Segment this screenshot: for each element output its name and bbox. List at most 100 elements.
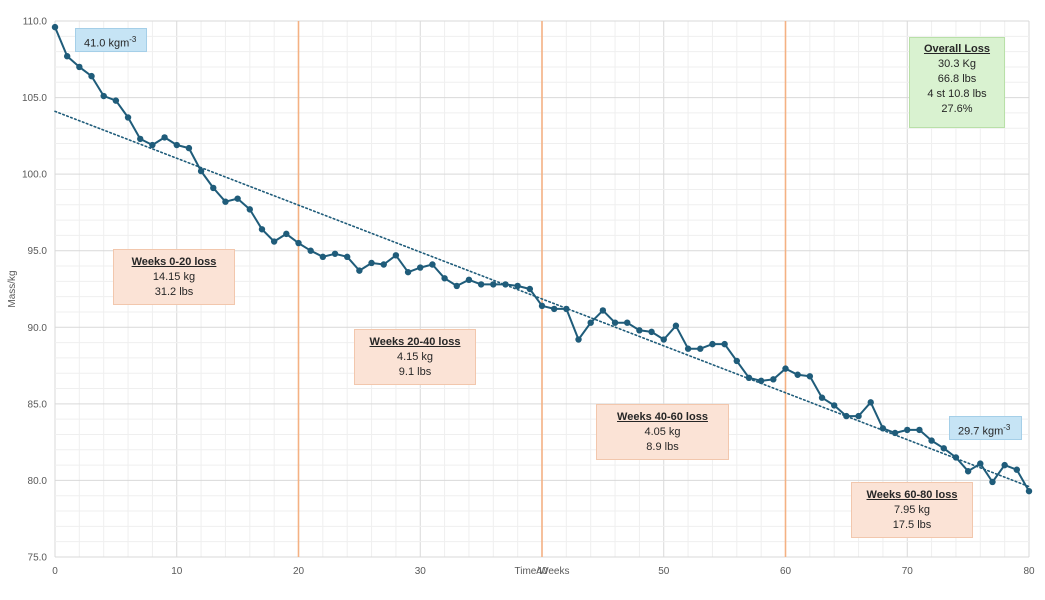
data-point bbox=[928, 437, 935, 444]
data-point bbox=[234, 195, 241, 202]
bmi-start-badge: 41.0 kgm-3 bbox=[75, 28, 147, 52]
weeks-0-20-box: Weeks 0-20 loss 14.15 kg 31.2 lbs bbox=[113, 249, 235, 305]
y-tick-label: 95.0 bbox=[28, 246, 48, 257]
data-point bbox=[51, 23, 59, 31]
data-point bbox=[587, 319, 594, 326]
weeks-20-40-kg: 4.15 kg bbox=[396, 351, 434, 363]
data-point bbox=[964, 468, 972, 475]
bmi-end-value: 29.7 kgm bbox=[958, 425, 1004, 438]
data-point bbox=[855, 412, 862, 420]
data-point bbox=[977, 460, 984, 467]
tick-layer: 0 10 20 30 40 50 60 70 80 75.0 80.0 85.0 90.0 95.0 100… bbox=[22, 17, 1035, 578]
y-axis-label: Mass/kg bbox=[7, 270, 18, 307]
bmi-end-exponent: -3 bbox=[1003, 423, 1011, 432]
data-point bbox=[63, 53, 71, 60]
weeks-20-40-lbs: 9.1 lbs bbox=[398, 366, 432, 378]
data-point bbox=[258, 226, 266, 233]
data-point bbox=[149, 141, 156, 149]
point-layer bbox=[51, 23, 1033, 495]
data-point bbox=[684, 345, 692, 352]
data-point bbox=[940, 445, 947, 452]
y-tick-label: 85.0 bbox=[28, 399, 48, 410]
bmi-start-value: 41.0 kgm bbox=[84, 37, 130, 50]
overall-loss-kg: 30.3 Kg bbox=[938, 58, 976, 70]
data-point bbox=[843, 412, 850, 420]
data-point bbox=[210, 184, 217, 192]
data-point bbox=[879, 425, 887, 432]
x-tick-label: 40 bbox=[536, 566, 548, 577]
weeks-60-80-lbs: 17.5 lbs bbox=[892, 519, 932, 531]
data-point bbox=[295, 239, 302, 247]
data-point bbox=[757, 377, 765, 385]
data-point bbox=[1025, 487, 1033, 495]
data-point bbox=[538, 302, 546, 310]
weeks-40-60-title: Weeks 40-60 loss bbox=[617, 411, 708, 423]
x-axis-label: Time/Weeks bbox=[514, 566, 569, 577]
data-point bbox=[441, 275, 448, 282]
overall-loss-title: Overall Loss bbox=[923, 43, 991, 55]
data-point bbox=[283, 230, 290, 238]
x-tick-label: 20 bbox=[293, 566, 305, 577]
data-point bbox=[368, 259, 375, 267]
marker-layer bbox=[297, 21, 787, 557]
data-point bbox=[490, 281, 497, 288]
data-point bbox=[477, 281, 485, 288]
data-point bbox=[112, 97, 120, 104]
y-tick-label: 100.0 bbox=[22, 170, 47, 181]
weeks-40-60-box: Weeks 40-60 loss 4.05 kg 8.9 lbs bbox=[596, 404, 729, 460]
data-point bbox=[307, 247, 314, 254]
y-tick-label: 80.0 bbox=[28, 476, 48, 487]
y-tick-label: 110.0 bbox=[23, 17, 48, 28]
data-point bbox=[465, 276, 473, 284]
data-point bbox=[392, 252, 400, 259]
overall-loss-percent: 27.6% bbox=[941, 103, 973, 115]
data-point bbox=[672, 322, 680, 329]
data-point bbox=[636, 327, 643, 334]
weeks-0-20-kg: 14.15 kg bbox=[152, 271, 196, 283]
data-point bbox=[648, 328, 655, 336]
data-point bbox=[161, 134, 168, 141]
data-point bbox=[770, 376, 777, 383]
x-tick-label: 30 bbox=[415, 566, 427, 577]
data-point bbox=[429, 261, 436, 268]
x-tick-label: 0 bbox=[52, 566, 58, 577]
data-point bbox=[952, 454, 960, 461]
data-point bbox=[88, 72, 95, 80]
x-tick-label: 60 bbox=[780, 566, 792, 577]
data-point bbox=[550, 305, 558, 313]
data-point bbox=[660, 336, 667, 343]
data-point bbox=[270, 238, 278, 245]
data-point bbox=[356, 267, 363, 274]
trend-layer bbox=[54, 110, 1030, 488]
data-point bbox=[100, 92, 107, 100]
data-point bbox=[831, 402, 838, 409]
data-point bbox=[222, 198, 229, 205]
data-point bbox=[818, 394, 826, 401]
data-point bbox=[709, 340, 716, 348]
data-point bbox=[721, 340, 728, 348]
y-tick-label: 105.0 bbox=[22, 93, 47, 104]
data-point bbox=[733, 357, 740, 365]
data-point bbox=[782, 365, 789, 372]
data-point bbox=[137, 135, 144, 143]
weeks-60-80-box: Weeks 60-80 loss 7.95 kg 17.5 lbs bbox=[851, 482, 973, 538]
data-point bbox=[806, 373, 814, 380]
data-point bbox=[624, 319, 631, 326]
data-point bbox=[745, 374, 753, 382]
data-point bbox=[916, 426, 923, 434]
data-point bbox=[697, 345, 704, 352]
data-point bbox=[514, 282, 521, 290]
data-point bbox=[380, 261, 387, 268]
data-point bbox=[794, 371, 801, 378]
overall-loss-stone: 4 st 10.8 lbs bbox=[927, 88, 987, 100]
data-point bbox=[891, 429, 899, 437]
weeks-0-20-title: Weeks 0-20 loss bbox=[131, 256, 217, 268]
data-point bbox=[173, 141, 180, 149]
data-point bbox=[904, 426, 911, 434]
data-point bbox=[502, 281, 509, 288]
data-point bbox=[185, 144, 193, 152]
data-point bbox=[417, 264, 424, 271]
data-point bbox=[526, 285, 534, 293]
x-tick-label: 70 bbox=[902, 566, 914, 577]
